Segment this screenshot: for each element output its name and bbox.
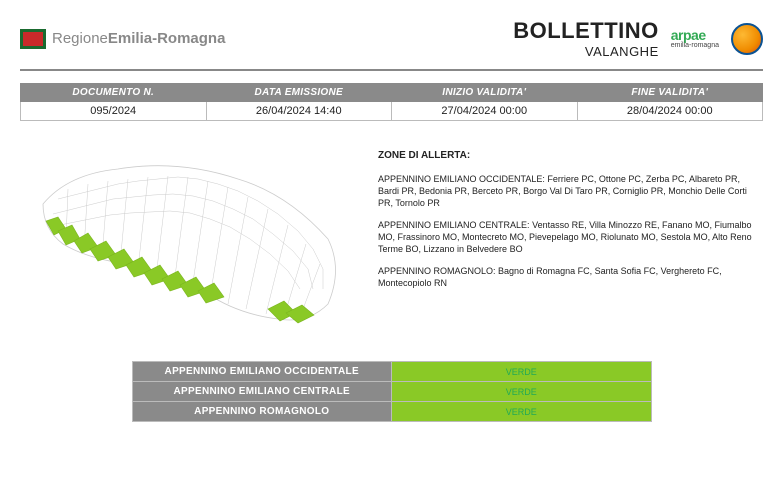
info-value-emission: 26/04/2024 14:40	[206, 102, 392, 121]
info-value-doc: 095/2024	[21, 102, 207, 121]
protezione-civile-logo	[731, 23, 763, 55]
header-right: BOLLETTINO VALANGHE arpae emilia-romagna	[513, 18, 763, 59]
region-logo-text: RegioneEmilia-Romagna	[52, 30, 225, 47]
info-table-header-row: DOCUMENTO N. DATA EMISSIONE INIZIO VALID…	[21, 84, 763, 102]
title-main: BOLLETTINO	[513, 18, 659, 44]
zone-name: APPENNINO EMILIANO OCCIDENTALE	[378, 174, 542, 184]
info-table: DOCUMENTO N. DATA EMISSIONE INIZIO VALID…	[20, 83, 763, 121]
status-value: VERDE	[392, 362, 652, 382]
info-value-start: 27/04/2024 00:00	[392, 102, 578, 121]
zone-block-centrale: APPENNINO EMILIANO CENTRALE: Ventasso RE…	[378, 219, 763, 255]
info-value-end: 28/04/2024 00:00	[577, 102, 763, 121]
zones-title: ZONE DI ALLERTA:	[378, 149, 763, 163]
status-value: VERDE	[392, 402, 652, 422]
status-label: APPENNINO EMILIANO OCCIDENTALE	[132, 362, 392, 382]
status-value: VERDE	[392, 382, 652, 402]
map-container	[20, 149, 358, 339]
info-header-end: FINE VALIDITA'	[577, 84, 763, 102]
status-row-occidentale: APPENNINO EMILIANO OCCIDENTALE VERDE	[132, 362, 651, 382]
info-header-start: INIZIO VALIDITA'	[392, 84, 578, 102]
title-sub: VALANGHE	[513, 44, 659, 59]
arpae-logo: arpae emilia-romagna	[671, 28, 719, 49]
region-map	[28, 149, 358, 339]
status-label: APPENNINO ROMAGNOLO	[132, 402, 392, 422]
status-table: APPENNINO EMILIANO OCCIDENTALE VERDE APP…	[132, 361, 652, 422]
zone-name: APPENNINO ROMAGNOLO	[378, 266, 493, 276]
logo-bold: Emilia-Romagna	[108, 30, 226, 47]
bulletin-title: BOLLETTINO VALANGHE	[513, 18, 659, 59]
header: RegioneEmilia-Romagna BOLLETTINO VALANGH…	[20, 18, 763, 59]
region-logo: RegioneEmilia-Romagna	[20, 29, 225, 49]
zone-name: APPENNINO EMILIANO CENTRALE	[378, 220, 527, 230]
content-row: ZONE DI ALLERTA: APPENNINO EMILIANO OCCI…	[20, 149, 763, 339]
info-table-value-row: 095/2024 26/04/2024 14:40 27/04/2024 00:…	[21, 102, 763, 121]
status-label: APPENNINO EMILIANO CENTRALE	[132, 382, 392, 402]
logo-prefix: Regione	[52, 30, 108, 47]
arpae-main: arpae	[671, 28, 719, 42]
info-header-doc: DOCUMENTO N.	[21, 84, 207, 102]
zone-block-romagnolo: APPENNINO ROMAGNOLO: Bagno di Romagna FC…	[378, 265, 763, 289]
arpae-sub: emilia-romagna	[671, 42, 719, 49]
status-row-romagnolo: APPENNINO ROMAGNOLO VERDE	[132, 402, 651, 422]
header-divider	[20, 69, 763, 71]
status-row-centrale: APPENNINO EMILIANO CENTRALE VERDE	[132, 382, 651, 402]
zones-column: ZONE DI ALLERTA: APPENNINO EMILIANO OCCI…	[378, 149, 763, 339]
info-header-emission: DATA EMISSIONE	[206, 84, 392, 102]
zone-block-occidentale: APPENNINO EMILIANO OCCIDENTALE: Ferriere…	[378, 173, 763, 209]
region-logo-mark	[20, 29, 46, 49]
